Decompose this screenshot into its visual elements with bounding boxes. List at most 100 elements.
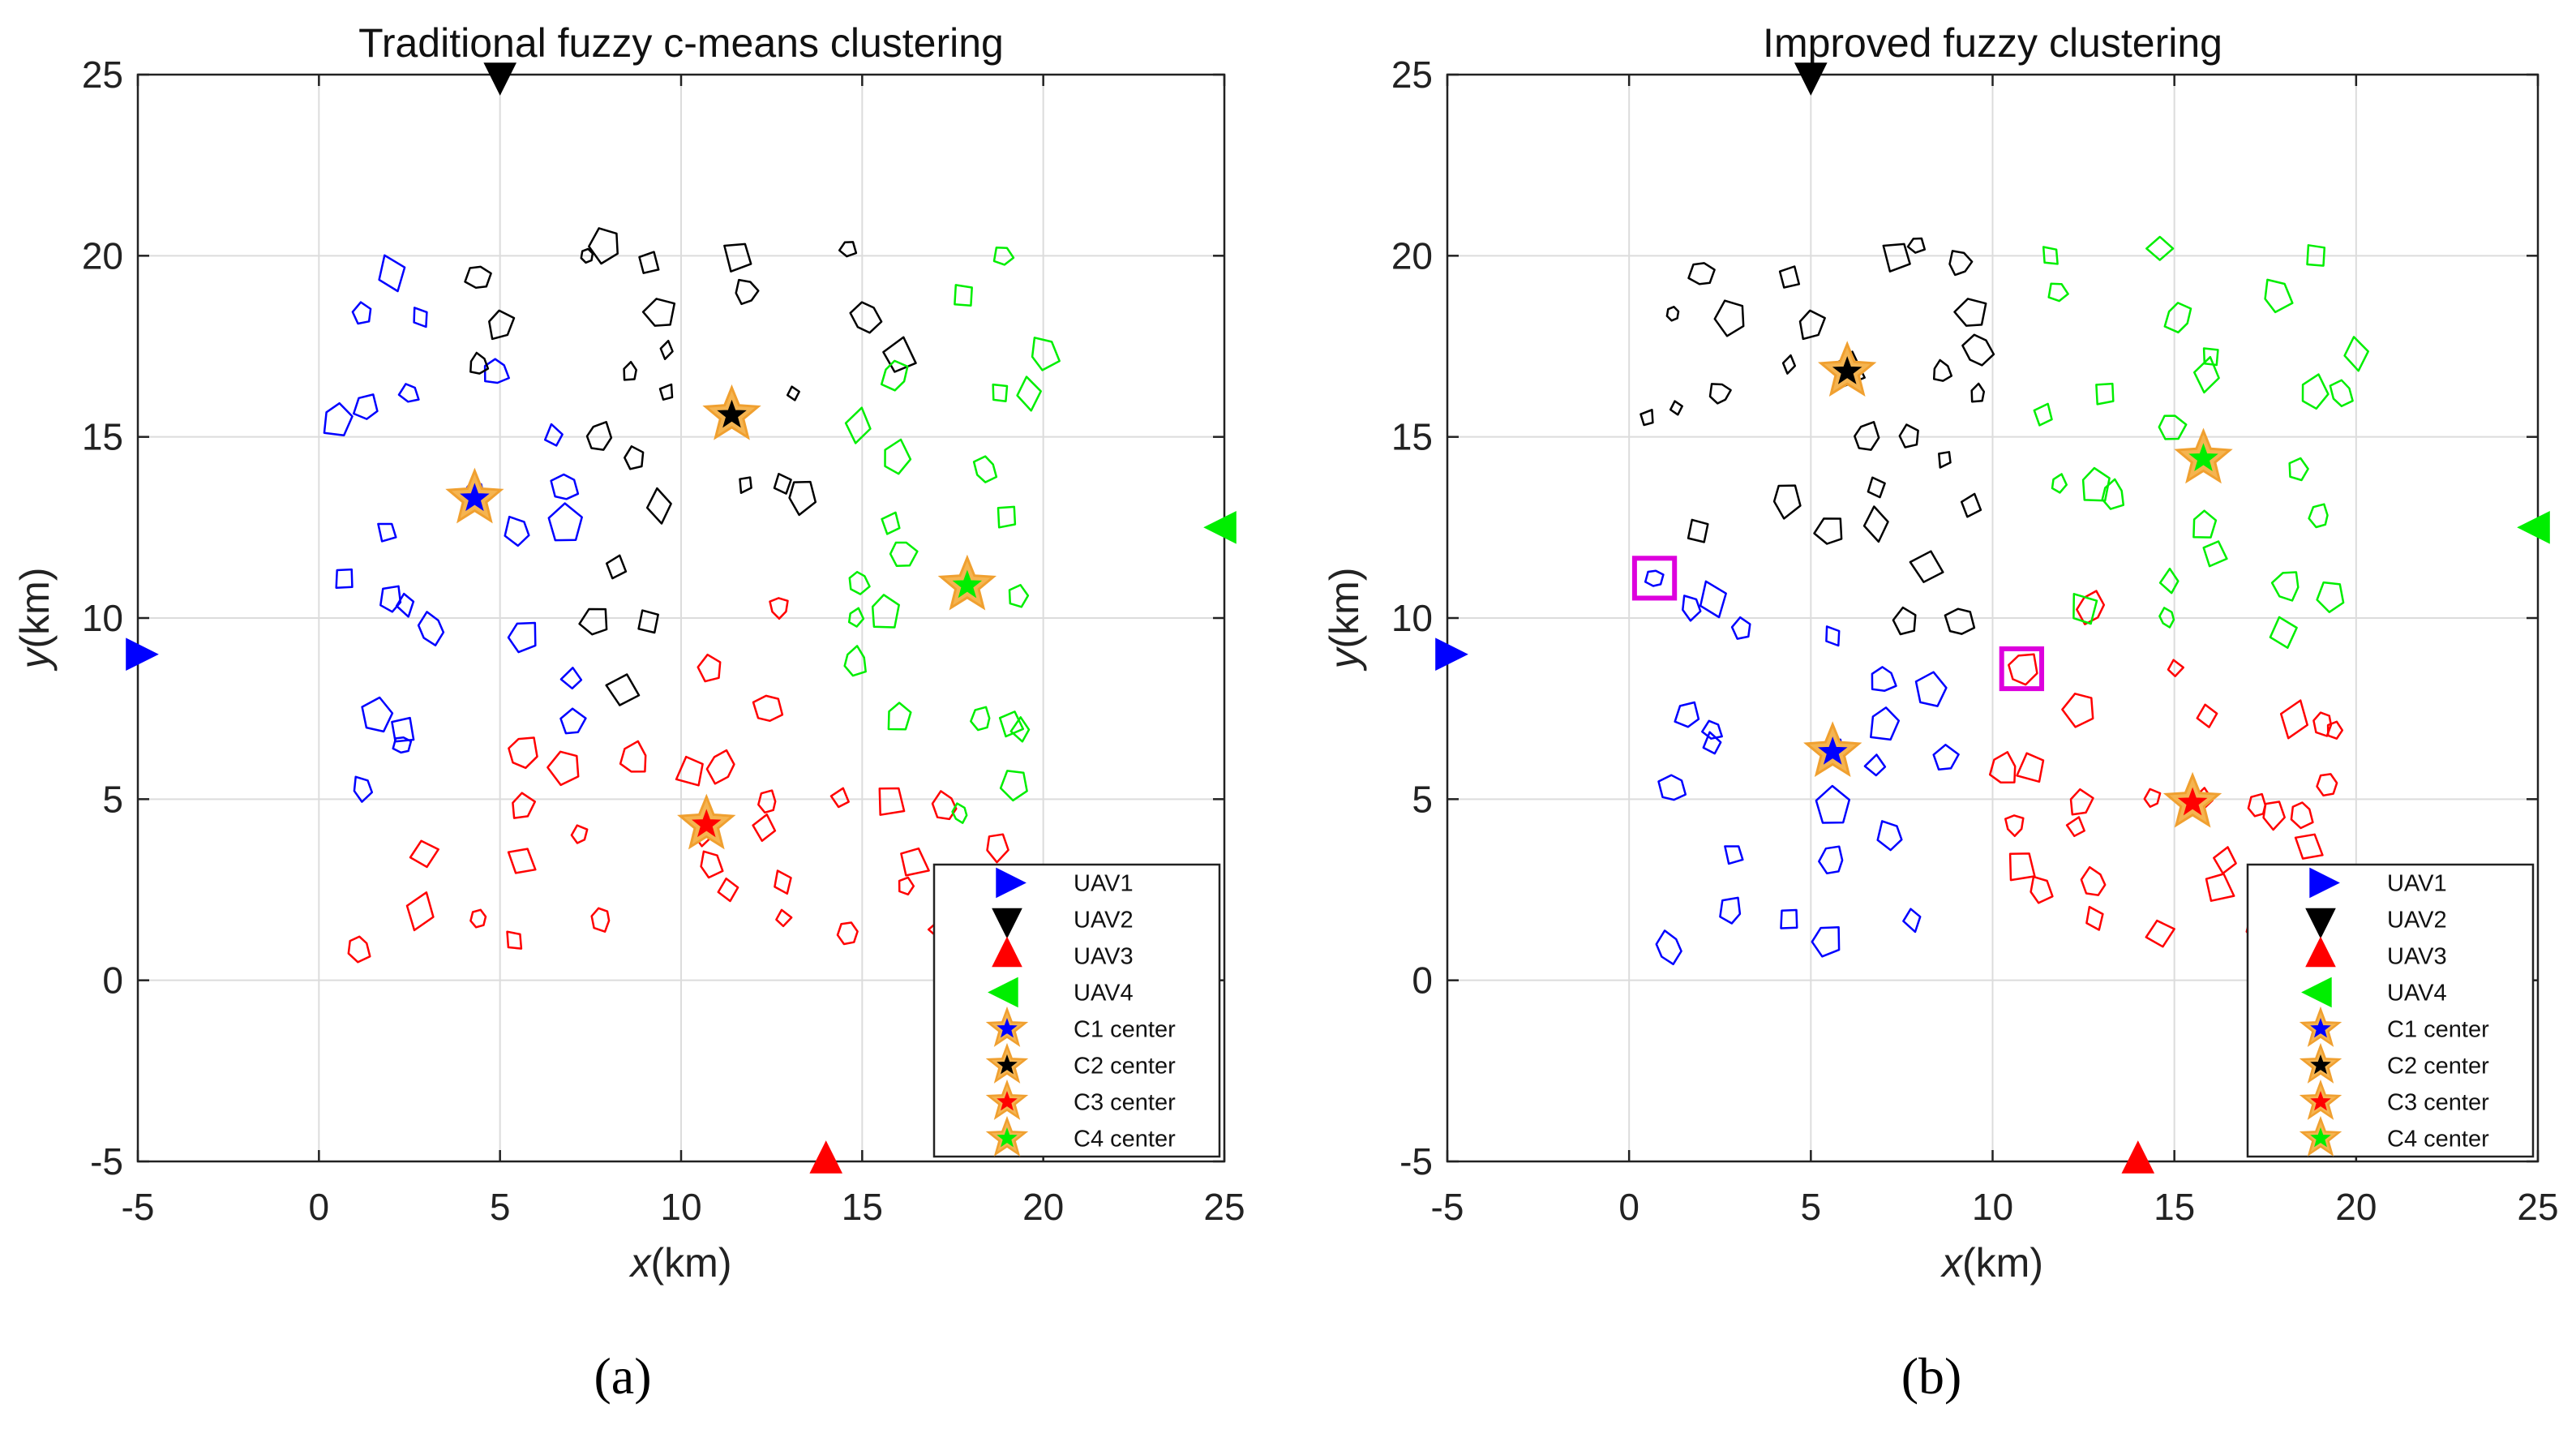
panel-b-legend-label: C4 center [2387, 1127, 2489, 1153]
panel-b-legend [2246, 863, 2535, 1158]
panel-a-target-c4 [1016, 376, 1042, 412]
panel-a-xtick-label: 25 [1203, 1186, 1245, 1228]
panel-b-target-c2 [1944, 607, 1976, 635]
panel-b-legend-label: C3 center [2387, 1090, 2489, 1116]
panel-a-target-c2 [786, 385, 800, 401]
panel-a-target-c1 [559, 667, 583, 690]
panel-b-legend-label: UAV2 [2387, 908, 2447, 934]
panel-b-ytick-label: 15 [1391, 416, 1433, 458]
panel-a-target-c3 [347, 935, 371, 964]
panel-b-xtick-label: 0 [1618, 1186, 1639, 1228]
panel-a-target-c4 [1031, 337, 1061, 371]
panel-a-legend-label: C4 center [1074, 1127, 1176, 1153]
panel-b-ytick-label: 20 [1391, 234, 1433, 277]
panel-a-target-c3 [829, 787, 850, 809]
panel-b-target-c2 [1708, 383, 1732, 405]
panel-b-target-c1 [1657, 774, 1687, 801]
panel-a-target-c3 [546, 750, 580, 787]
panel-b-target-c4 [2202, 347, 2219, 367]
panel-a-target-c4 [889, 541, 919, 567]
panel-b-target-c4 [2158, 607, 2175, 629]
panel-a-legend-label: UAV4 [1074, 981, 1134, 1007]
panel-b-target-c3 [2262, 801, 2286, 831]
panel-b-target-c1 [1780, 908, 1798, 929]
panel-a-target-c2 [605, 554, 628, 580]
panel-b-chart: -5 0 5 10 15 20 25 -5 0 5 10 15 20 25 Improved fuzzy c… [1322, 20, 2559, 1286]
panel-a-target-c2 [623, 360, 637, 381]
panel-b-target-c3 [2290, 801, 2314, 830]
panel-a-target-c3 [697, 653, 722, 683]
panel-b-target-c4 [2316, 581, 2345, 613]
panel-b-xlabel-var: x [1940, 1240, 1964, 1286]
panel-b-legend-marker-c2 [2310, 1054, 2331, 1075]
panel-b-ytick-label: 0 [1412, 959, 1433, 1002]
panel-a-target-c2 [849, 301, 883, 334]
panel-b-target-c4 [2042, 246, 2059, 265]
panel-b-target-c1 [1655, 929, 1682, 966]
panel-b-target-c3 [2279, 699, 2308, 740]
panel-a-legend [932, 863, 1221, 1158]
panel-a-legend-label: UAV3 [1074, 944, 1134, 970]
panel-a-target-c1 [379, 585, 402, 613]
panel-a-target-c2 [659, 339, 674, 360]
panel-b-xtick-label: 10 [1972, 1186, 2013, 1228]
panel-a-target-c1 [417, 611, 445, 646]
panel-b-ylabel: y(km) [1322, 568, 1367, 672]
panel-a-ylabel-var: y [12, 646, 58, 671]
panel-b-target-c2 [1932, 358, 1953, 382]
panel-b-target-c1 [1870, 706, 1901, 741]
panel-b-target-c2 [1687, 518, 1709, 543]
panel-a-target-c2 [641, 298, 676, 327]
panel-b-target-c2 [1772, 484, 1802, 520]
panel-b-target-c3 [2213, 846, 2237, 875]
panel-b-uav3 [2121, 1140, 2155, 1174]
panel-a-legend-label: C2 center [1074, 1054, 1176, 1080]
panel-b-target-c3 [2326, 720, 2344, 740]
panel-b-target-c2 [1953, 298, 1987, 327]
panel-b-target-c2 [1854, 421, 1880, 451]
panel-a-target-c3 [506, 930, 523, 950]
panel-b-target-c2 [1713, 299, 1745, 337]
panel-b-title: Improved fuzzy clustering [1763, 20, 2222, 66]
panel-a-target-c4 [848, 570, 871, 595]
panel-b-target-c3 [2316, 773, 2338, 797]
panel-b-target-c1 [1719, 896, 1742, 925]
panel-a-legend-label: C3 center [1074, 1090, 1176, 1116]
panel-a-uav4 [1203, 510, 1237, 544]
panel-a-target-c1 [543, 423, 564, 447]
panel-a-xlabel: x(km) [629, 1240, 732, 1286]
panel-b-target-c4 [2192, 509, 2218, 539]
panel-a-target-c4 [951, 802, 968, 824]
panel-b-target-c1 [1818, 845, 1844, 875]
panel-a-ytick-label: 0 [102, 959, 123, 1002]
panel-a-target-c1 [323, 401, 354, 436]
panel-b-target-c1 [1730, 616, 1751, 640]
panel-a-target-c4 [847, 607, 865, 628]
panel-b-target-c3 [2145, 919, 2175, 948]
panel-b-target-c2 [1948, 250, 1974, 277]
panel-a-target-c4 [884, 438, 912, 475]
panel-a-target-c1 [395, 592, 415, 618]
panel-a-uav1 [126, 637, 159, 672]
panel-a-uav2 [483, 62, 517, 96]
panel-a-target-c2 [723, 243, 752, 273]
panel-b-target-c1 [1815, 784, 1851, 824]
panel-b-target-c2 [1639, 409, 1654, 427]
panel-a-title: Traditional fuzzy c-means clustering [358, 20, 1004, 66]
panel-a-target-c2 [588, 227, 619, 265]
panel-a-target-c3 [774, 869, 792, 895]
panel-a-ytick-label: 15 [82, 416, 123, 458]
panel-a-target-c1 [547, 502, 583, 542]
panel-a-target-c4 [970, 706, 991, 732]
panel-a-target-c3 [986, 833, 1009, 864]
panel-a-target-c3 [512, 792, 537, 819]
panel-a-target-c3 [752, 813, 777, 842]
panel-b-target-c4 [2158, 414, 2188, 440]
panel-a-target-c3 [619, 740, 647, 773]
panel-b-target-c1 [1701, 719, 1723, 740]
panel-b-uav2 [1794, 62, 1828, 96]
panel-b-target-c3 [2085, 905, 2104, 931]
panel-a-target-c2 [624, 445, 645, 470]
panel-b-highlight-box [1631, 556, 1678, 601]
panel-a-center-c2 [717, 399, 747, 428]
